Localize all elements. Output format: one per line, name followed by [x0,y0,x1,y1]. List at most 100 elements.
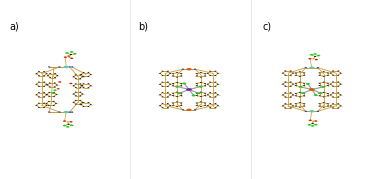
Circle shape [169,84,171,85]
Circle shape [79,74,81,75]
Circle shape [180,83,182,84]
Circle shape [295,106,297,107]
Circle shape [295,93,297,94]
Circle shape [87,72,89,73]
Circle shape [56,84,58,85]
Circle shape [323,76,325,77]
Circle shape [323,102,325,103]
Circle shape [75,78,77,79]
Circle shape [327,106,329,107]
Circle shape [80,104,82,105]
Circle shape [82,102,84,103]
Circle shape [48,66,50,67]
Circle shape [64,56,67,58]
Circle shape [83,87,85,88]
Circle shape [83,102,85,103]
Circle shape [290,82,291,83]
Circle shape [319,83,321,84]
Circle shape [315,59,318,60]
Circle shape [53,105,54,106]
Circle shape [340,73,342,74]
Text: b): b) [138,21,148,32]
Circle shape [38,107,40,108]
Circle shape [337,86,339,87]
Circle shape [162,92,164,93]
Circle shape [75,83,77,84]
Circle shape [209,71,211,72]
Circle shape [314,124,318,125]
Circle shape [332,86,334,87]
Circle shape [207,84,209,85]
Circle shape [295,103,297,104]
Circle shape [87,87,89,88]
Circle shape [75,74,77,75]
Circle shape [162,82,164,83]
Circle shape [319,72,321,73]
Circle shape [172,73,174,74]
Circle shape [67,124,70,125]
Circle shape [63,125,66,126]
Circle shape [79,83,81,84]
Circle shape [79,78,81,79]
Circle shape [214,71,216,72]
Circle shape [308,58,311,59]
Circle shape [299,102,301,103]
Circle shape [73,102,74,103]
Circle shape [54,86,56,87]
Circle shape [285,92,287,93]
Circle shape [176,82,178,83]
Circle shape [75,104,77,105]
Circle shape [323,92,325,93]
Circle shape [214,103,216,104]
Circle shape [217,105,219,106]
Circle shape [313,53,317,55]
Circle shape [169,94,171,95]
Circle shape [290,86,291,87]
Circle shape [167,82,169,83]
Circle shape [159,94,161,95]
Circle shape [290,96,291,97]
Circle shape [48,105,50,106]
Circle shape [209,92,211,93]
Circle shape [162,86,164,87]
Circle shape [298,86,302,88]
Circle shape [48,96,50,97]
Circle shape [46,105,48,106]
Circle shape [209,86,211,87]
Circle shape [332,75,334,76]
Circle shape [319,75,321,76]
Circle shape [327,72,329,73]
Circle shape [38,96,40,97]
Circle shape [207,73,209,74]
Circle shape [64,66,69,68]
Circle shape [73,53,77,55]
Circle shape [309,110,314,113]
Circle shape [70,54,72,55]
Circle shape [323,86,325,87]
Circle shape [299,82,301,83]
Circle shape [70,51,73,53]
Circle shape [169,105,171,106]
Circle shape [204,73,206,74]
Circle shape [75,87,77,88]
Circle shape [36,105,37,106]
Circle shape [196,95,198,96]
Circle shape [186,68,192,70]
Circle shape [214,75,216,76]
Circle shape [303,106,305,107]
Circle shape [90,74,92,75]
Circle shape [176,106,178,107]
Circle shape [285,75,287,76]
Circle shape [73,85,74,86]
Circle shape [282,105,284,106]
Circle shape [54,77,56,78]
Circle shape [217,73,219,74]
Circle shape [319,93,321,94]
Circle shape [38,92,40,93]
Circle shape [295,72,297,73]
Circle shape [172,105,174,106]
Circle shape [292,73,294,74]
Circle shape [196,85,198,86]
Circle shape [317,111,319,112]
Circle shape [209,103,211,104]
